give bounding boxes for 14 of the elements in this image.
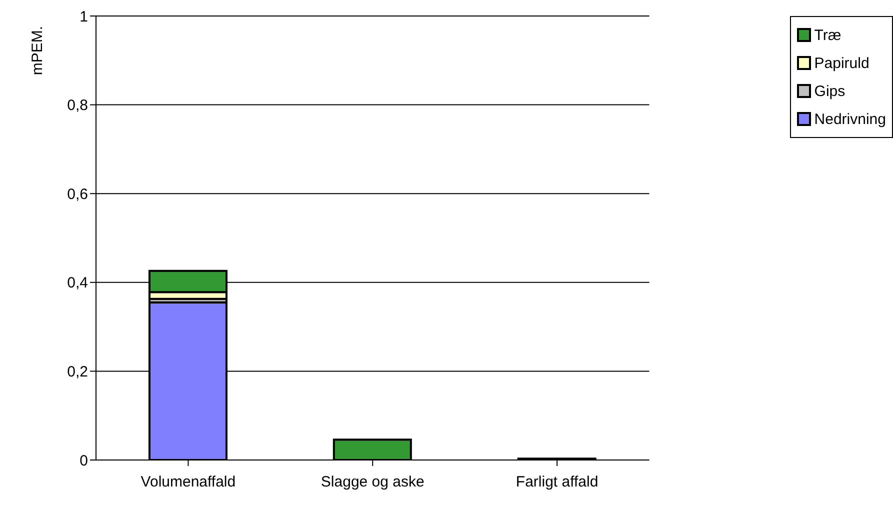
- legend-label: Papiruld: [814, 54, 870, 72]
- legend-label: Nedrivning: [814, 110, 886, 128]
- y-tick-label: 0,4: [67, 274, 88, 292]
- y-tick-label: 0,2: [67, 364, 88, 381]
- y-tick-label: 0: [80, 452, 88, 470]
- x-tick-label: Slagge og aske: [320, 474, 424, 491]
- x-tick-label: Farligt affald: [516, 474, 598, 491]
- y-tick-label: 0,8: [67, 97, 88, 114]
- legend-label: Gips: [814, 82, 846, 100]
- legend-label: Træ: [814, 26, 842, 44]
- y-tick-label: 1: [80, 8, 88, 26]
- y-tick-label: 0,6: [67, 186, 88, 203]
- y-axis-title: mPEM.: [29, 26, 46, 76]
- x-tick-label: Volumenaffald: [140, 474, 236, 491]
